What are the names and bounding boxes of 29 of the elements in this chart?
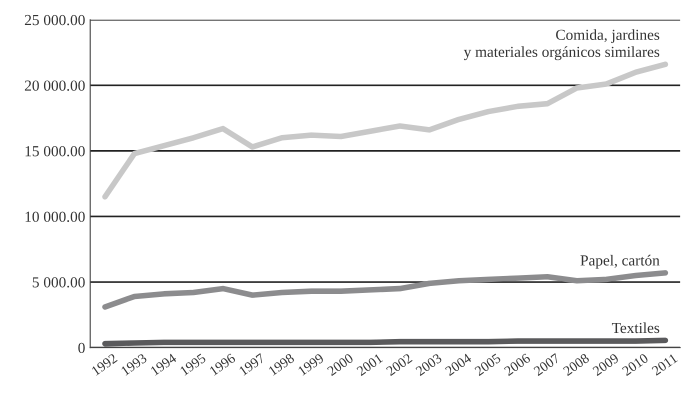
series-label: Papel, cartón [580, 254, 660, 269]
x-tick-label: 2002 [386, 353, 413, 376]
series-label: Textiles [612, 322, 660, 334]
y-tick-label: 20 000.00 [24, 80, 85, 91]
y-tick-label: 25 000.00 [24, 14, 85, 26]
x-tick-label: 1996 [209, 353, 236, 376]
x-tick-label: 2005 [474, 353, 502, 376]
x-tick-label: 2011 [651, 353, 678, 376]
y-tick-label: 10 000.00 [26, 212, 85, 222]
x-tick-label: 2000 [326, 353, 354, 376]
x-tick-label: 1992 [91, 353, 118, 376]
x-tick-label: 2003 [415, 353, 442, 376]
y-tick-label: 15 000.00 [26, 146, 85, 156]
x-tick-label: 1999 [298, 353, 324, 376]
x-tick-label: 2009 [592, 353, 620, 376]
x-tick-label: 2004 [444, 352, 472, 376]
y-tick-label: 5 000.00 [32, 277, 85, 288]
x-tick-label: 2010 [622, 353, 649, 376]
x-tick-label: 2006 [504, 353, 531, 376]
x-tick-label: 2007 [533, 353, 560, 376]
x-tick-label: 1994 [150, 352, 178, 376]
series-label: Comida, jardines y materiales orgánicos similares [464, 29, 660, 60]
x-tick-label: 1993 [120, 353, 148, 376]
x-tick-label: 2008 [562, 353, 590, 376]
x-tick-label: 1995 [180, 353, 206, 376]
y-tick-label: 0 [78, 342, 85, 354]
x-tick-label: 1998 [268, 353, 295, 376]
x-tick-label: 2001 [356, 353, 384, 376]
x-tick-label: 1997 [238, 353, 266, 376]
